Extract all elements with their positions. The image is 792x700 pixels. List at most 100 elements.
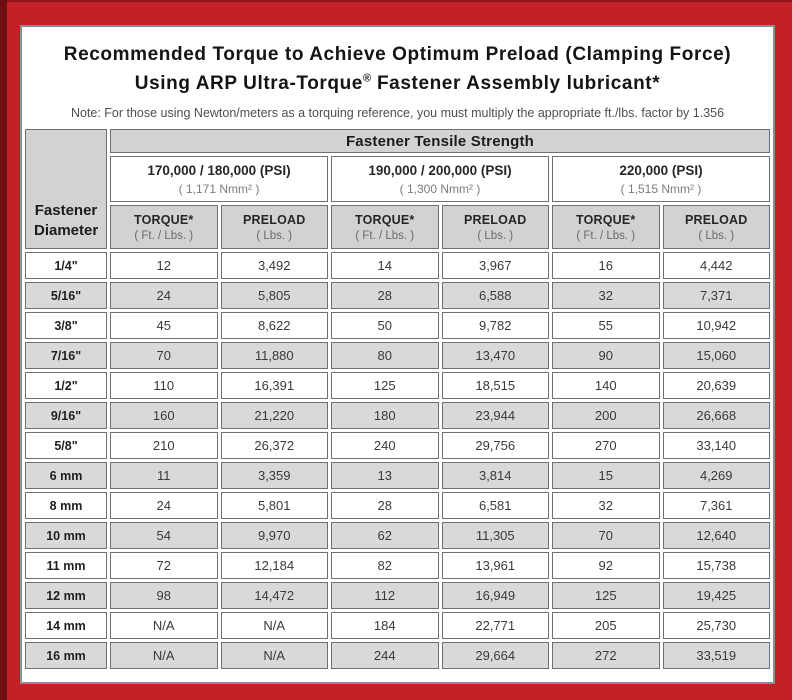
value-cell: 45 — [110, 312, 218, 339]
value-cell: 13 — [331, 462, 439, 489]
value-cell: 4,442 — [662, 252, 770, 279]
diameter-cell: 6 mm — [25, 462, 107, 489]
table-row: 16 mm N/A N/A 244 29,664 272 33,519 — [25, 642, 770, 669]
value-cell: 50 — [331, 312, 439, 339]
table-row: 12 mm 98 14,472 112 16,949 125 19,425 — [25, 582, 770, 609]
value-cell: 15,738 — [662, 552, 770, 579]
table-row: 8 mm 24 5,801 28 6,581 32 7,361 — [25, 492, 770, 519]
torque-unit: ( Ft. / Lbs. ) — [576, 230, 636, 242]
nmm-value: ( 1,515 Nmm² ) — [620, 182, 702, 196]
value-cell: 33,519 — [662, 642, 770, 669]
value-cell: 6,581 — [441, 492, 549, 519]
top-accent-line — [0, 0, 792, 2]
value-cell: 272 — [552, 642, 660, 669]
table-row: 10 mm 54 9,970 62 11,305 70 12,640 — [25, 522, 770, 549]
table-row: 5/16" 24 5,805 28 6,588 32 7,371 — [25, 282, 770, 309]
value-cell: 125 — [552, 582, 660, 609]
preload-column-header: PRELOAD ( Lbs. ) — [441, 205, 549, 249]
diameter-cell: 7/16" — [25, 342, 107, 369]
value-cell: 32 — [552, 282, 660, 309]
diameter-cell: 5/16" — [25, 282, 107, 309]
table-row: 6 mm 11 3,359 13 3,814 15 4,269 — [25, 462, 770, 489]
value-cell: 22,771 — [441, 612, 549, 639]
value-cell: 16,949 — [441, 582, 549, 609]
tensile-strength-header: Fastener Tensile Strength — [110, 129, 770, 153]
value-cell: 3,967 — [441, 252, 549, 279]
psi-group-2: 190,000 / 200,000 (PSI) ( 1,300 Nmm² ) — [331, 156, 549, 202]
torque-label: TORQUE* — [133, 213, 194, 227]
value-cell: 6,588 — [441, 282, 549, 309]
diameter-cell: 9/16" — [25, 402, 107, 429]
value-cell: 29,664 — [441, 642, 549, 669]
left-accent-strip — [0, 0, 7, 700]
value-cell: 70 — [552, 522, 660, 549]
value-cell: 82 — [331, 552, 439, 579]
value-cell: 28 — [331, 282, 439, 309]
value-cell: 12,640 — [662, 522, 770, 549]
note-text: Note: For those using Newton/meters as a… — [70, 106, 725, 120]
psi-value: 190,000 / 200,000 (PSI) — [368, 163, 512, 178]
torque-unit: ( Ft. / Lbs. ) — [134, 230, 194, 242]
value-cell: 20,639 — [662, 372, 770, 399]
group-header-row: Fastener Diameter Fastener Tensile Stren… — [25, 129, 770, 249]
value-cell: 7,361 — [662, 492, 770, 519]
preload-unit: ( Lbs. ) — [698, 230, 735, 242]
value-cell: 29,756 — [441, 432, 549, 459]
value-cell: 25,730 — [662, 612, 770, 639]
value-cell: N/A — [110, 612, 218, 639]
value-cell: 12,184 — [220, 552, 328, 579]
value-cell: 205 — [552, 612, 660, 639]
value-cell: 18,515 — [441, 372, 549, 399]
value-cell: N/A — [220, 612, 328, 639]
content-panel: Recommended Torque to Achieve Optimum Pr… — [20, 25, 775, 684]
diameter-cell: 1/2" — [25, 372, 107, 399]
preload-column-header: PRELOAD ( Lbs. ) — [662, 205, 770, 249]
value-cell: 14 — [331, 252, 439, 279]
value-cell: 112 — [331, 582, 439, 609]
title-line-1: Recommended Torque to Achieve Optimum Pr… — [63, 44, 732, 65]
preload-label: PRELOAD — [242, 213, 306, 227]
torque-label: TORQUE* — [575, 213, 636, 227]
value-cell: 13,470 — [441, 342, 549, 369]
diameter-cell: 8 mm — [25, 492, 107, 519]
diameter-cell: 16 mm — [25, 642, 107, 669]
value-cell: 90 — [552, 342, 660, 369]
value-cell: 110 — [110, 372, 218, 399]
preload-label: PRELOAD — [684, 213, 748, 227]
value-cell: 180 — [331, 402, 439, 429]
value-cell: 32 — [552, 492, 660, 519]
value-cell: 80 — [331, 342, 439, 369]
value-cell: 140 — [552, 372, 660, 399]
table-row: 1/2" 110 16,391 125 18,515 140 20,639 — [25, 372, 770, 399]
table-row: 1/4" 12 3,492 14 3,967 16 4,442 — [25, 252, 770, 279]
preload-unit: ( Lbs. ) — [256, 230, 293, 242]
torque-unit: ( Ft. / Lbs. ) — [355, 230, 415, 242]
value-cell: 11,305 — [441, 522, 549, 549]
torque-column-header: TORQUE* ( Ft. / Lbs. ) — [552, 205, 660, 249]
value-cell: 160 — [110, 402, 218, 429]
table-row: 3/8" 45 8,622 50 9,782 55 10,942 — [25, 312, 770, 339]
table-header: Fastener Diameter Fastener Tensile Stren… — [25, 129, 770, 249]
value-cell: 16 — [552, 252, 660, 279]
value-cell: 9,782 — [441, 312, 549, 339]
value-cell: 10,942 — [662, 312, 770, 339]
table-row: 5/8" 210 26,372 240 29,756 270 33,140 — [25, 432, 770, 459]
torque-column-header: TORQUE* ( Ft. / Lbs. ) — [110, 205, 218, 249]
value-cell: 3,814 — [441, 462, 549, 489]
value-cell: 3,359 — [220, 462, 328, 489]
nmm-value: ( 1,171 Nmm² ) — [178, 182, 260, 196]
diameter-cell: 3/8" — [25, 312, 107, 339]
value-cell: 98 — [110, 582, 218, 609]
value-cell: 14,472 — [220, 582, 328, 609]
value-cell: 3,492 — [220, 252, 328, 279]
preload-column-header: PRELOAD ( Lbs. ) — [220, 205, 328, 249]
table-row: 11 mm 72 12,184 82 13,961 92 15,738 — [25, 552, 770, 579]
diameter-cell: 14 mm — [25, 612, 107, 639]
diameter-cell: 12 mm — [25, 582, 107, 609]
value-cell: 4,269 — [662, 462, 770, 489]
value-cell: N/A — [110, 642, 218, 669]
value-cell: 54 — [110, 522, 218, 549]
torque-label: TORQUE* — [354, 213, 415, 227]
value-cell: 244 — [331, 642, 439, 669]
value-cell: 210 — [110, 432, 218, 459]
